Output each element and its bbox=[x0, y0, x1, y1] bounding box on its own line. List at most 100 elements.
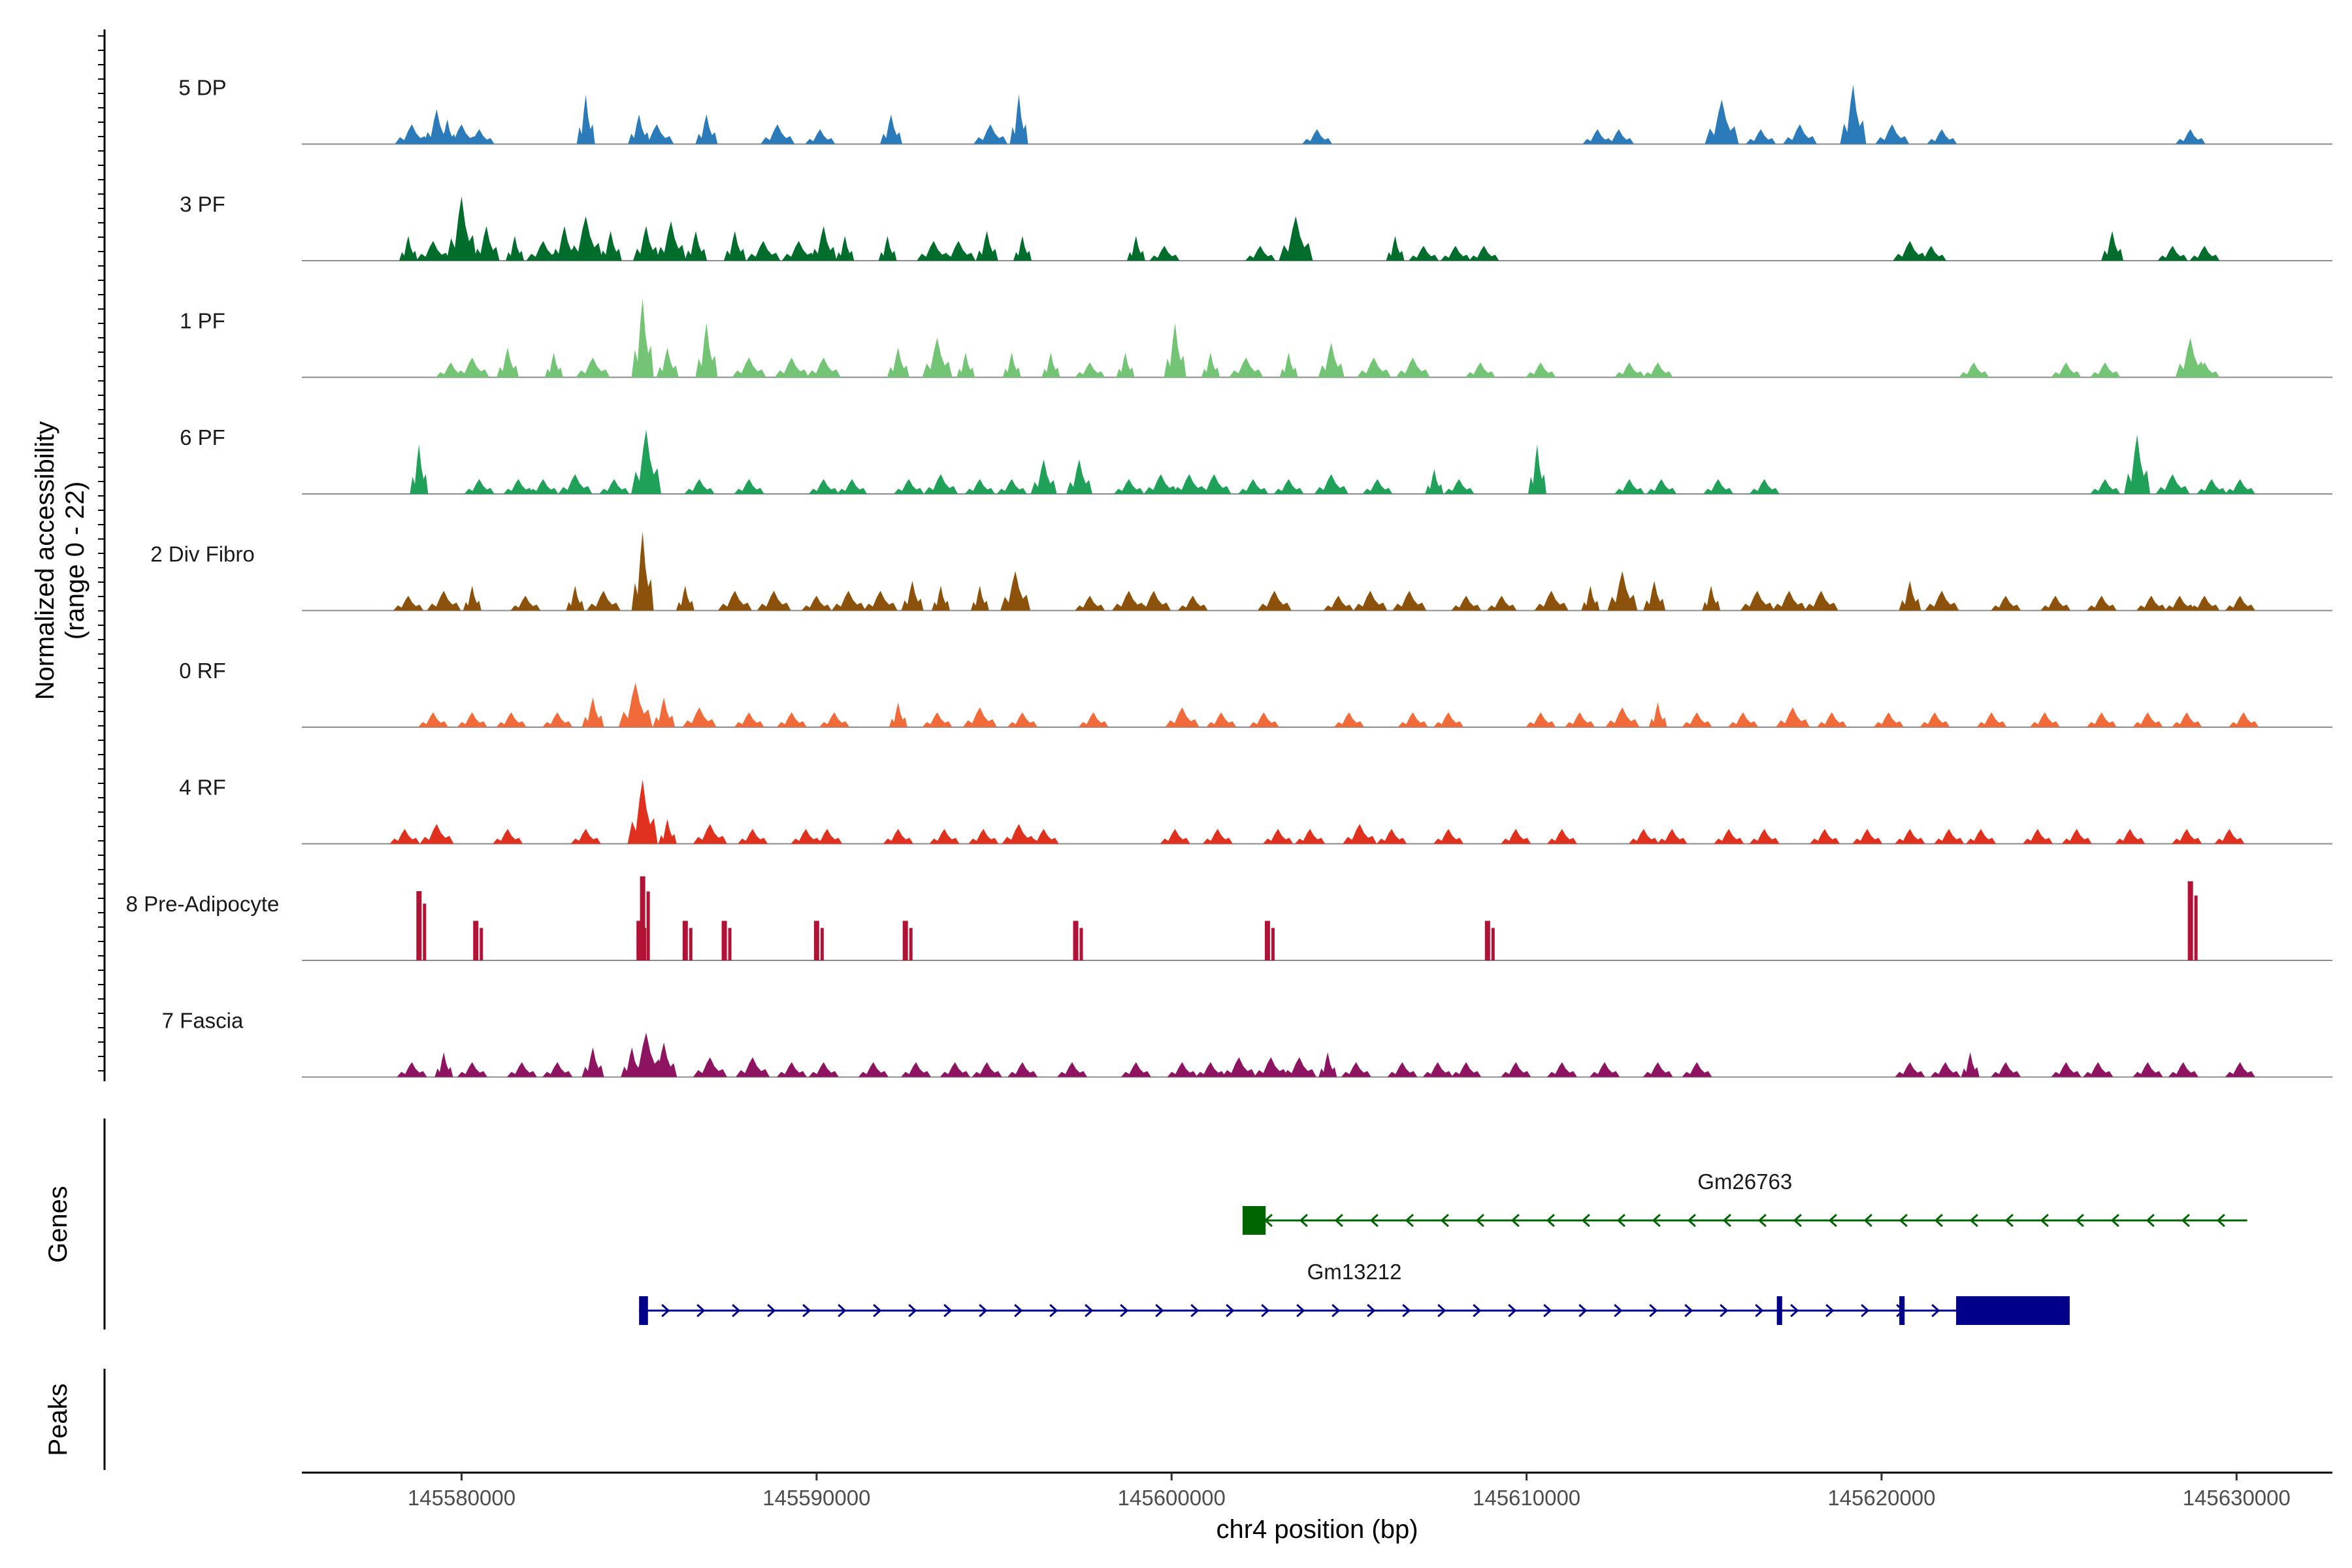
coverage-peak bbox=[1356, 357, 1391, 378]
coverage-peak bbox=[1057, 1062, 1088, 1077]
strand-arrow bbox=[1684, 1303, 1693, 1318]
coverage-peak bbox=[1318, 342, 1345, 378]
x-tick-label: 145610000 bbox=[1473, 1486, 1580, 1510]
coverage-peak bbox=[1245, 246, 1276, 261]
coverage-peak bbox=[1073, 921, 1079, 960]
coverage-peak bbox=[721, 921, 727, 960]
coverage-peak bbox=[1041, 352, 1060, 378]
coverage-peak bbox=[836, 236, 855, 261]
coverage-peak bbox=[1728, 712, 1759, 727]
coverage-peak bbox=[446, 196, 477, 261]
coverage-peak bbox=[1782, 124, 1817, 144]
strand-arrow bbox=[1261, 1303, 1270, 1318]
track-label: 4 RF bbox=[179, 776, 226, 800]
coverage-peak bbox=[2132, 712, 2163, 727]
coverage-peak bbox=[455, 357, 489, 378]
coverage-peak bbox=[820, 928, 824, 960]
coverage-peak bbox=[1816, 712, 1847, 727]
coverage-peak bbox=[1263, 828, 1294, 844]
coverage-peak bbox=[964, 479, 995, 494]
coverage-peak bbox=[1702, 585, 1721, 611]
coverage-peak bbox=[1966, 828, 1997, 844]
coverage-peak bbox=[1229, 357, 1264, 378]
coverage-peak bbox=[1386, 236, 1405, 261]
coverage-peak bbox=[774, 357, 809, 378]
coverage-peak bbox=[805, 129, 836, 144]
strand-arrow bbox=[1331, 1303, 1341, 1318]
coverage-peak bbox=[2189, 595, 2220, 611]
coverage-peak bbox=[941, 240, 976, 261]
strand-arrow bbox=[1649, 1303, 1658, 1318]
coverage-peak bbox=[510, 595, 541, 611]
coverage-peak bbox=[2090, 362, 2121, 378]
coverage-peak bbox=[2168, 1062, 2198, 1077]
coverage-peak bbox=[1749, 828, 1780, 844]
coverage-peak bbox=[1959, 362, 1989, 378]
coverage-peak bbox=[2086, 712, 2117, 727]
coverage-peak bbox=[693, 1057, 727, 1077]
coverage-peak bbox=[1433, 828, 1464, 844]
strand-arrow bbox=[696, 1303, 706, 1318]
strand-arrow bbox=[1508, 1303, 1517, 1318]
coverage-peak bbox=[939, 1062, 970, 1077]
genes-panel-label: Genes bbox=[44, 1186, 73, 1263]
track-label: 3 PF bbox=[180, 192, 225, 216]
coverage-peak bbox=[1776, 707, 1810, 727]
strand-arrow bbox=[1828, 1213, 1837, 1228]
strand-arrow bbox=[873, 1303, 882, 1318]
coverage-peak bbox=[526, 240, 561, 261]
coverage-peak bbox=[1444, 479, 1475, 494]
coverage-peak bbox=[682, 707, 717, 727]
coverage-peak bbox=[917, 240, 951, 261]
coverage-peak bbox=[1002, 824, 1036, 844]
coverage-peak bbox=[1149, 246, 1180, 261]
coverage-peak bbox=[640, 124, 674, 144]
coverage-peak bbox=[1614, 362, 1645, 378]
coverage-peak bbox=[791, 828, 821, 844]
coverage-peak bbox=[1565, 712, 1595, 727]
coverage-peak bbox=[627, 779, 658, 844]
x-tick-label: 145600000 bbox=[1118, 1486, 1226, 1510]
coverage-peak bbox=[1279, 352, 1298, 378]
coverage-peak bbox=[1607, 570, 1638, 611]
coverage-peak bbox=[723, 231, 746, 261]
coverage-peak bbox=[975, 231, 998, 261]
coverage-peak bbox=[810, 226, 837, 261]
coverage-peak bbox=[1469, 246, 1499, 261]
coverage-peak bbox=[2175, 337, 2206, 378]
coverage-peak bbox=[1007, 1062, 1038, 1077]
coverage-peak bbox=[2214, 828, 2245, 844]
coverage-peak bbox=[2157, 246, 2188, 261]
coverage-peak bbox=[416, 891, 422, 960]
coverage-peak bbox=[1590, 1062, 1620, 1077]
coverage-peak bbox=[497, 348, 519, 378]
strand-arrow bbox=[1334, 1213, 1343, 1228]
coverage-peak bbox=[631, 531, 654, 611]
coverage-peak bbox=[628, 114, 651, 144]
coverage-peak bbox=[734, 479, 764, 494]
track-5: 2 Div Fibro bbox=[150, 531, 2332, 612]
coverage-peak bbox=[1137, 591, 1171, 611]
coverage-peak bbox=[599, 479, 630, 494]
coverage-peak bbox=[1646, 479, 1677, 494]
coverage-peak bbox=[1197, 474, 1232, 494]
coverage-peak bbox=[728, 928, 732, 960]
coverage-peak bbox=[901, 1062, 932, 1077]
coverage-peak bbox=[2051, 362, 2082, 378]
coverage-peak bbox=[1628, 828, 1659, 844]
strand-arrow bbox=[1155, 1303, 1164, 1318]
coverage-peak bbox=[2051, 1062, 2082, 1077]
coverage-peak bbox=[1164, 323, 1186, 378]
strand-arrow bbox=[1652, 1213, 1661, 1228]
coverage-peak bbox=[423, 109, 450, 144]
coverage-peak bbox=[746, 240, 781, 261]
strand-arrow bbox=[1825, 1303, 1835, 1318]
coverage-peak bbox=[1249, 712, 1279, 727]
strand-arrow bbox=[1543, 1303, 1552, 1318]
strand-arrow bbox=[1511, 1213, 1520, 1228]
coverage-peak bbox=[1772, 591, 1806, 611]
coverage-peak bbox=[463, 585, 482, 611]
coverage-peak bbox=[1893, 240, 1927, 261]
exon bbox=[639, 1296, 648, 1325]
gene-Gm13212: Gm13212 bbox=[639, 1260, 2070, 1325]
